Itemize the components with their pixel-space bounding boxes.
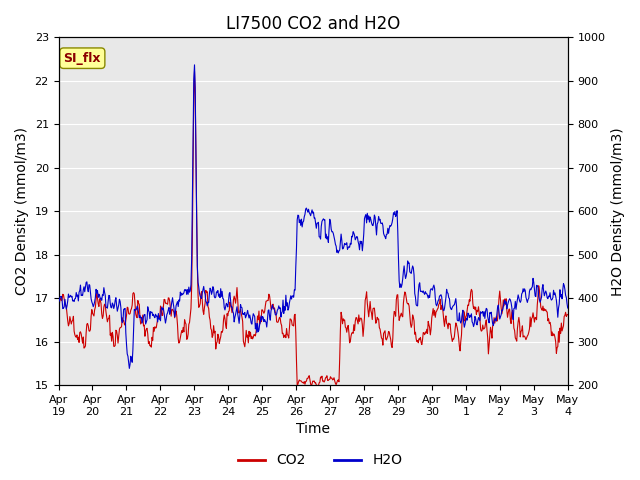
X-axis label: Time: Time: [296, 422, 330, 436]
Legend: CO2, H2O: CO2, H2O: [232, 448, 408, 473]
Title: LI7500 CO2 and H2O: LI7500 CO2 and H2O: [226, 15, 400, 33]
Y-axis label: CO2 Density (mmol/m3): CO2 Density (mmol/m3): [15, 127, 29, 295]
Text: SI_flx: SI_flx: [63, 52, 101, 65]
Y-axis label: H2O Density (mmol/m3): H2O Density (mmol/m3): [611, 127, 625, 296]
